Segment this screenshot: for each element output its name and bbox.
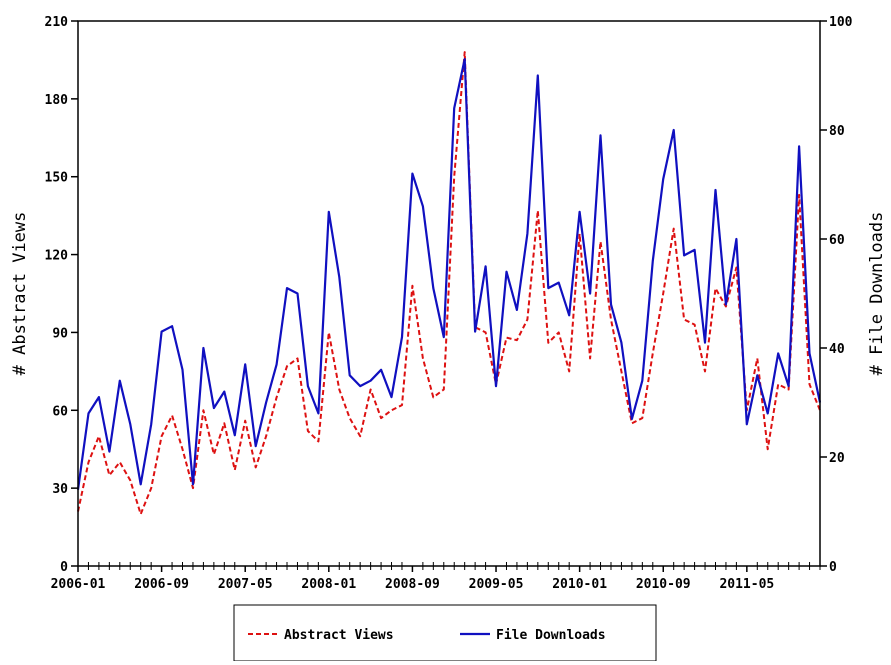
y-left-tick-label: 120 xyxy=(45,249,69,264)
y-right-tick-label: 40 xyxy=(829,342,845,357)
x-tick-label: 2010-09 xyxy=(636,577,691,592)
y-left-tick-label: 30 xyxy=(52,482,68,497)
y-left-tick-label: 210 xyxy=(45,15,69,30)
y-left-tick-label: 150 xyxy=(45,171,69,186)
series-line-file-downloads xyxy=(76,57,822,490)
y-left-axis-title: # Abstract Views xyxy=(10,212,30,376)
y-left-tick-label: 180 xyxy=(45,93,69,108)
legend-label-file-downloads: File Downloads xyxy=(496,628,606,643)
x-tick-label: 2010-01 xyxy=(552,577,607,592)
x-tick-label: 2006-09 xyxy=(134,577,189,592)
x-tick-label: 2006-01 xyxy=(51,577,106,592)
y-left-tick-label: 90 xyxy=(52,326,68,341)
series-line-abstract-views xyxy=(77,51,821,516)
y-right-axis-title: # File Downloads xyxy=(867,212,887,376)
y-right-tick-label: 60 xyxy=(829,233,845,248)
y-left-tick-label: 0 xyxy=(60,560,68,575)
y-right-tick-label: 80 xyxy=(829,124,845,139)
y-right-tick-label: 20 xyxy=(829,451,845,466)
y-right-tick-label: 100 xyxy=(829,15,853,30)
plot-area xyxy=(76,51,822,516)
x-tick-label: 2009-05 xyxy=(469,577,524,592)
x-tick-label: 2008-01 xyxy=(301,577,356,592)
x-tick-label: 2007-05 xyxy=(218,577,273,592)
x-tick-label: 2011-05 xyxy=(719,577,774,592)
y-left-tick-label: 60 xyxy=(52,404,68,419)
x-tick-label: 2008-09 xyxy=(385,577,440,592)
legend-label-abstract-views: Abstract Views xyxy=(284,628,394,643)
legend: Abstract Views File Downloads xyxy=(233,604,657,662)
plot-frame xyxy=(77,20,821,567)
y-right-tick-label: 0 xyxy=(829,560,837,575)
axes: 0 30 60 90 120 150 180 210 0 20 40 60 80 100 2006-01 20… xyxy=(10,15,887,592)
